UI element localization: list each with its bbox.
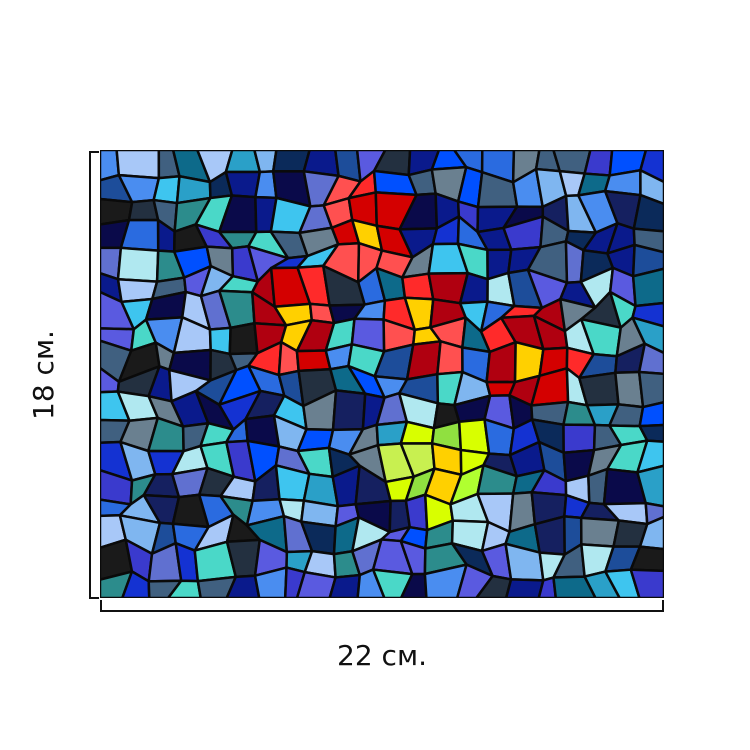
glass-tile <box>328 573 362 598</box>
height-label: 18 см. <box>27 330 60 420</box>
glass-tile <box>399 572 428 598</box>
glass-tile <box>356 568 386 598</box>
glass-tile <box>629 568 664 598</box>
glass-tile <box>631 267 664 308</box>
glass-tile <box>637 370 664 409</box>
glass-tile <box>629 545 664 573</box>
glass-tile <box>283 566 307 598</box>
glass-tile <box>583 150 614 177</box>
glass-tile <box>152 174 181 205</box>
glass-tile <box>533 515 566 556</box>
glass-tile <box>147 579 183 598</box>
glass-tile <box>562 423 597 455</box>
glass-tile <box>578 371 620 407</box>
glass-tile <box>225 574 261 598</box>
glass-tile <box>224 170 262 199</box>
glass-tile <box>537 576 558 598</box>
glass-tile <box>552 575 597 598</box>
glass-tile <box>371 568 414 598</box>
glass-tile <box>116 246 160 283</box>
glass-tile <box>119 218 160 252</box>
glass-tile <box>631 316 664 355</box>
glass-tile <box>475 574 513 598</box>
glass-tile <box>604 568 641 598</box>
glass-tile <box>115 150 161 180</box>
glass-tile <box>436 340 464 376</box>
glass-tile <box>423 563 468 598</box>
glass-tile <box>295 570 337 598</box>
glass-tile <box>253 566 288 598</box>
glass-tile <box>637 342 664 376</box>
glass-tile <box>579 516 621 548</box>
glass-tile <box>639 150 664 184</box>
glass-tile <box>196 575 238 598</box>
glass-tile <box>636 439 664 474</box>
glass-tile <box>638 423 664 444</box>
glass-tile <box>166 579 202 598</box>
width-bracket <box>100 600 664 612</box>
glass-tile <box>631 301 664 328</box>
glass-tile <box>504 578 545 598</box>
glass-tile <box>632 193 664 233</box>
height-bracket <box>89 151 99 599</box>
glass-tile <box>583 570 621 598</box>
glass-tile <box>455 563 494 598</box>
mosaic <box>100 150 664 598</box>
glass-tile <box>639 168 664 206</box>
glass-tile <box>228 321 259 356</box>
glass-tile <box>331 389 367 432</box>
glass-tile <box>121 570 151 598</box>
glass-tile <box>631 243 664 278</box>
glass-tile <box>638 400 664 428</box>
glass-tile <box>404 493 429 532</box>
glass-tile <box>638 515 664 551</box>
width-label: 22 см. <box>337 639 427 672</box>
glass-tile <box>636 464 664 508</box>
